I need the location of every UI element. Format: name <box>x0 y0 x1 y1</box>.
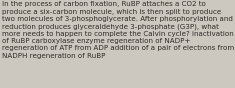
Text: In the process of carbon fixation, RuBP attaches a CO2 to
produce a six-carbon m: In the process of carbon fixation, RuBP … <box>2 1 235 59</box>
